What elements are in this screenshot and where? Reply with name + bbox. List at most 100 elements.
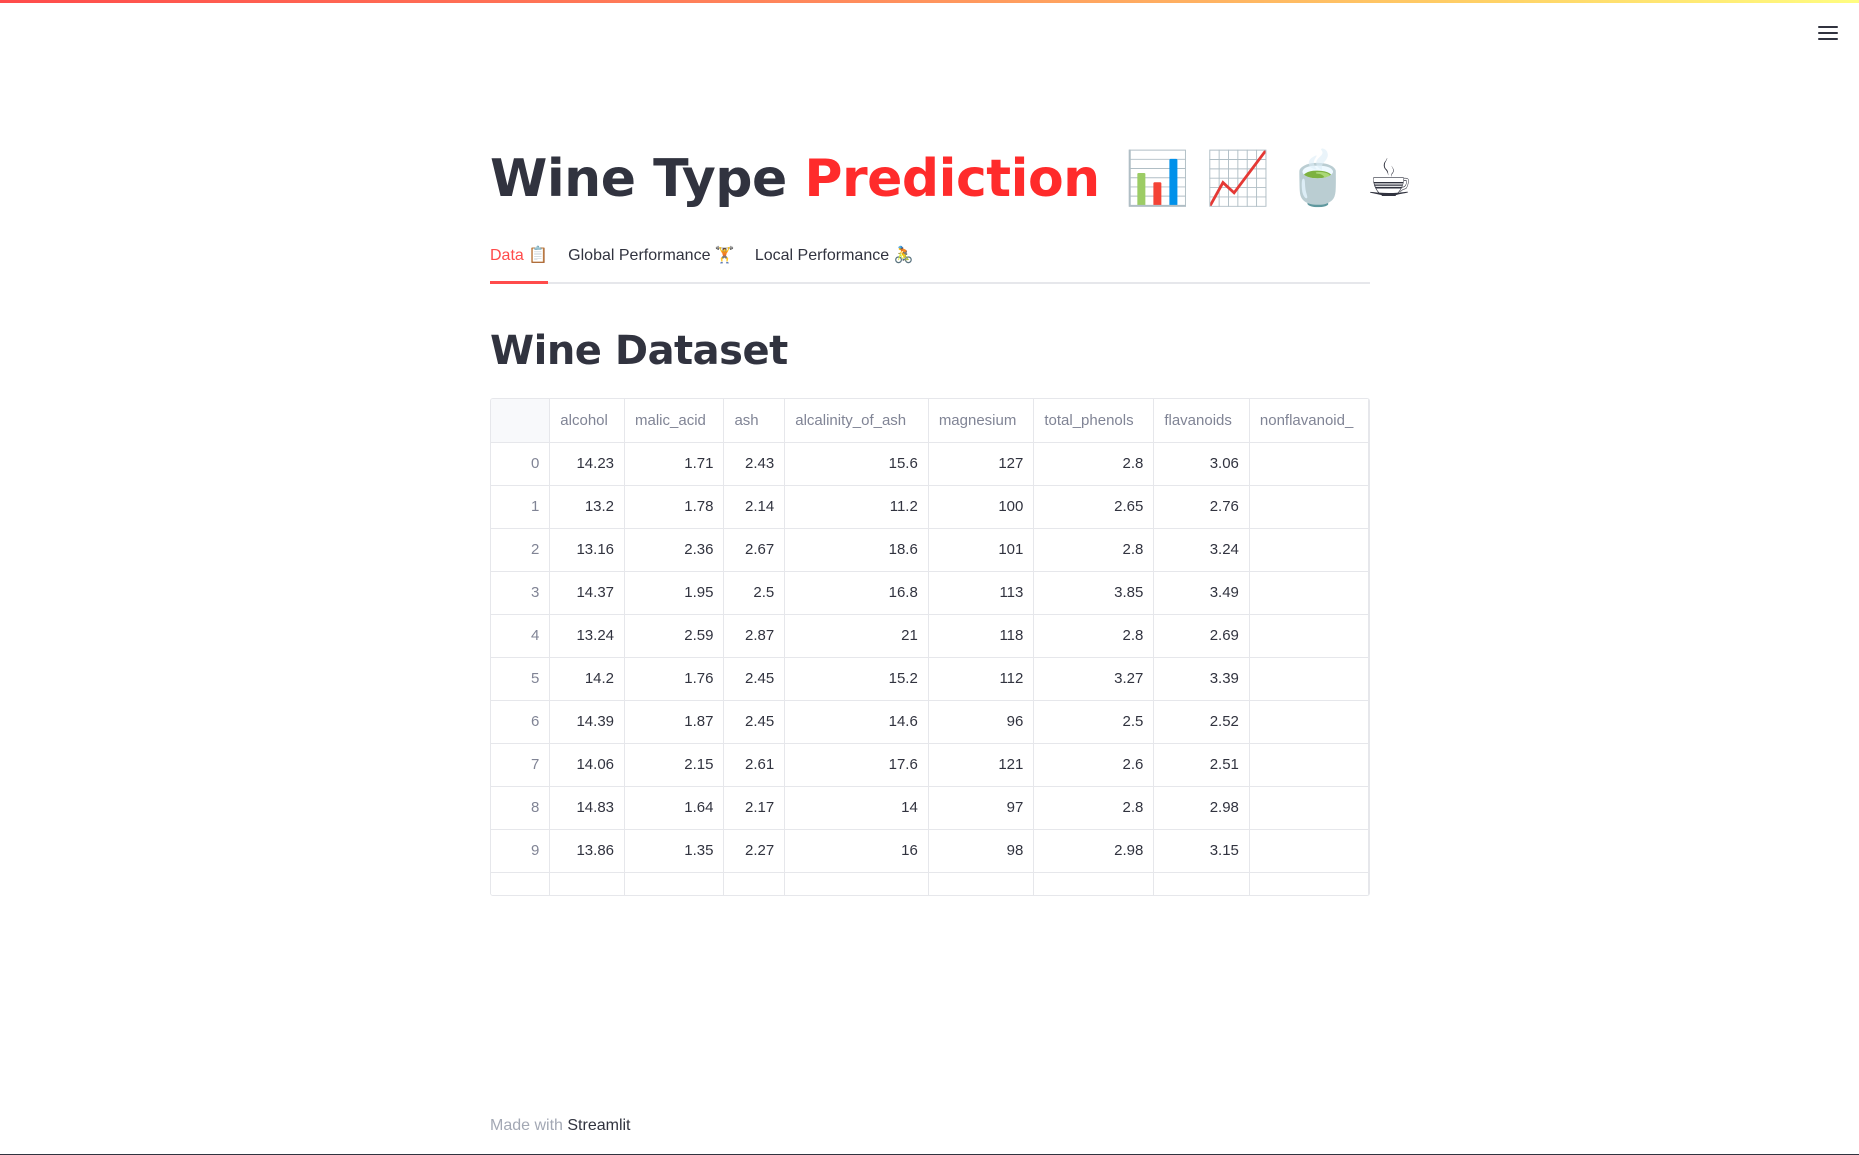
table-cell[interactable]: 3.06 [1153,442,1250,486]
table-cell[interactable]: 100 [928,485,1035,529]
table-cell[interactable] [549,872,626,895]
table-cell[interactable]: 3.39 [1153,657,1250,701]
table-cell[interactable]: 2.52 [1153,700,1250,744]
streamlit-link[interactable]: Streamlit [567,1117,631,1134]
table-cell[interactable]: 14.37 [549,571,626,615]
dataframe[interactable]: alcohol malic_acid ash alcalinity_of_ash mag… [490,398,1370,896]
column-header[interactable]: total_phenols [1033,399,1155,443]
table-cell[interactable]: 1.78 [624,485,725,529]
table-cell[interactable]: 127 [928,442,1035,486]
column-header[interactable]: malic_acid [624,399,725,443]
column-header[interactable]: ash [723,399,786,443]
table-cell[interactable]: 2.5 [723,571,786,615]
table-cell[interactable]: 2.61 [723,743,786,787]
table-cell[interactable]: 2.65 [1033,485,1155,529]
table-cell[interactable]: 97 [928,786,1035,830]
table-cell[interactable]: 2.17 [723,786,786,830]
column-header[interactable]: nonflavanoid_ [1249,399,1369,443]
table-cell[interactable] [1033,872,1155,895]
table-cell[interactable]: 1.76 [624,657,725,701]
table-cell[interactable]: 2.8 [1033,786,1155,830]
column-header[interactable]: flavanoids [1153,399,1250,443]
tab-0[interactable]: Data 📋 [490,242,549,284]
table-cell[interactable]: 2.87 [723,614,786,658]
table-cell[interactable]: 2.36 [624,528,725,572]
table-cell[interactable]: 14.06 [549,743,626,787]
table-cell[interactable]: 2.98 [1033,829,1155,873]
table-cell[interactable]: 14.83 [549,786,626,830]
table-cell[interactable]: 14 [784,786,929,830]
column-header[interactable]: magnesium [928,399,1035,443]
table-cell[interactable]: 2.43 [723,442,786,486]
table-cell[interactable]: 13.86 [549,829,626,873]
table-cell[interactable]: 21 [784,614,929,658]
column-header[interactable]: alcohol [549,399,626,443]
table-cell[interactable]: 14.39 [549,700,626,744]
table-cell[interactable]: 2.51 [1153,743,1250,787]
table-cell[interactable]: 121 [928,743,1035,787]
table-cell[interactable]: 98 [928,829,1035,873]
table-cell[interactable]: 17.6 [784,743,929,787]
table-cell[interactable] [1249,657,1369,701]
table-cell[interactable]: 2.5 [1033,700,1155,744]
table-cell[interactable]: 2.59 [624,614,725,658]
table-cell[interactable]: 2.69 [1153,614,1250,658]
table-cell[interactable]: 14.23 [549,442,626,486]
table-cell[interactable]: 13.24 [549,614,626,658]
table-cell[interactable] [1153,872,1250,895]
table-cell[interactable] [1249,442,1369,486]
table-cell[interactable]: 3.49 [1153,571,1250,615]
table-cell[interactable]: 1.64 [624,786,725,830]
table-cell[interactable] [1249,872,1369,895]
table-cell[interactable]: 101 [928,528,1035,572]
column-header[interactable]: alcalinity_of_ash [784,399,929,443]
table-cell[interactable]: 2.98 [1153,786,1250,830]
table-cell[interactable]: 3.24 [1153,528,1250,572]
tab-2[interactable]: Local Performance 🚴 [754,247,914,264]
table-cell[interactable]: 14.6 [784,700,929,744]
table-cell[interactable]: 2.45 [723,657,786,701]
table-cell[interactable] [784,872,929,895]
table-cell[interactable]: 2.8 [1033,614,1155,658]
table-cell[interactable]: 1.87 [624,700,725,744]
table-cell[interactable]: 1.35 [624,829,725,873]
table-cell[interactable]: 2.67 [723,528,786,572]
tab-1[interactable]: Global Performance 🏋 [568,247,735,264]
table-cell[interactable]: 2.15 [624,743,725,787]
table-cell[interactable]: 13.2 [549,485,626,529]
table-cell[interactable]: 3.27 [1033,657,1155,701]
table-cell[interactable]: 1.71 [624,442,725,486]
table-cell[interactable]: 2.76 [1153,485,1250,529]
table-cell[interactable]: 2.6 [1033,743,1155,787]
table-cell[interactable]: 14.2 [549,657,626,701]
table-cell[interactable]: 3.15 [1153,829,1250,873]
table-cell[interactable]: 2.45 [723,700,786,744]
table-cell[interactable] [723,872,786,895]
table-cell[interactable]: 13.16 [549,528,626,572]
table-cell[interactable]: 15.2 [784,657,929,701]
table-cell[interactable] [1249,786,1369,830]
table-cell[interactable] [1249,485,1369,529]
table-cell[interactable]: 1.95 [624,571,725,615]
table-cell[interactable]: 96 [928,700,1035,744]
table-cell[interactable]: 15.6 [784,442,929,486]
table-cell[interactable]: 2.8 [1033,528,1155,572]
table-cell[interactable] [1249,743,1369,787]
table-cell[interactable] [1249,528,1369,572]
hamburger-menu-icon[interactable] [1811,18,1845,48]
table-cell[interactable]: 16 [784,829,929,873]
table-cell[interactable] [928,872,1035,895]
table-cell[interactable]: 118 [928,614,1035,658]
table-cell[interactable]: 113 [928,571,1035,615]
table-cell[interactable]: 3.85 [1033,571,1155,615]
table-cell[interactable] [1249,700,1369,744]
table-cell[interactable]: 11.2 [784,485,929,529]
table-cell[interactable]: 2.27 [723,829,786,873]
table-cell[interactable]: 2.8 [1033,442,1155,486]
table-cell[interactable] [624,872,725,895]
table-cell[interactable] [1249,614,1369,658]
table-cell[interactable]: 112 [928,657,1035,701]
table-cell[interactable]: 16.8 [784,571,929,615]
table-cell[interactable]: 2.14 [723,485,786,529]
table-cell[interactable] [1249,571,1369,615]
